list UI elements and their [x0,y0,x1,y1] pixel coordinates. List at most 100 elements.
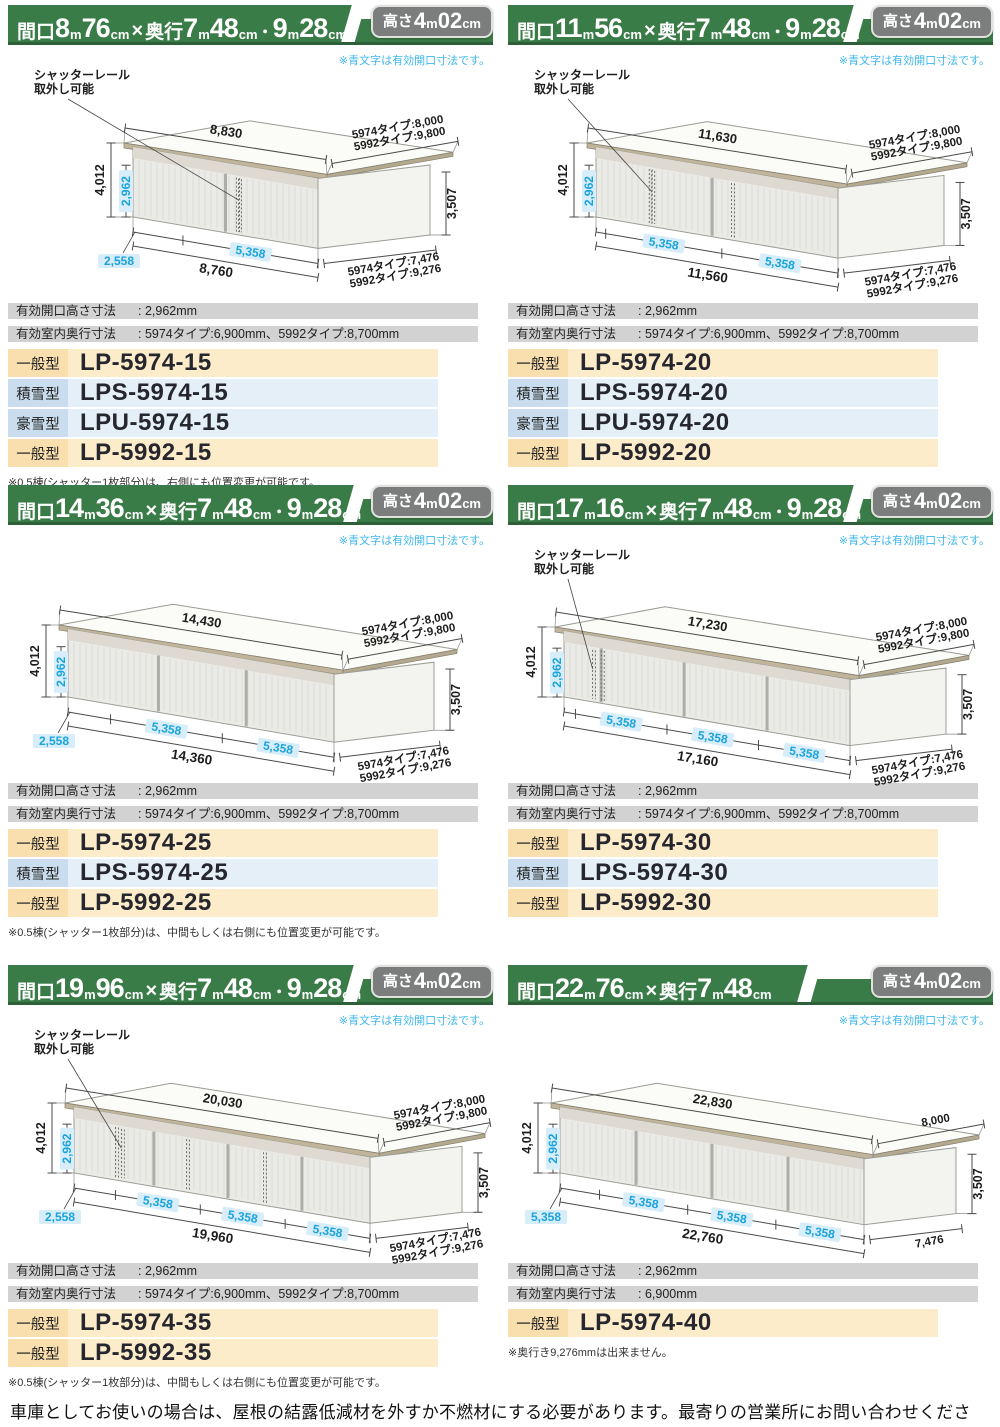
size-title-part: cm [342,507,362,522]
shutter-rail-label: シャッターレール [34,68,130,82]
dim-height-opening: 2,962 [546,1127,560,1170]
dim-corner: 2,558 [33,734,75,748]
panel-footnote: ※0.5棟(シャッター1枚部分)は、中間もしくは右側にも位置変更が可能です。 [8,1377,386,1389]
size-title-part: × [645,980,658,1002]
model-type-badge: 一般型 [8,349,68,377]
dim-bottom-width: 8,760 [198,260,234,280]
size-title: 間口 22 m 76 cm × 奥行 7 m 48 cm [517,965,772,1005]
dim-top-width: 22,830 [692,1091,734,1112]
height-badge-m: 4 [413,488,427,513]
spec-opening-height: 有効開口高さ寸法: 2,962mm [8,783,478,799]
size-title-part: 96 [95,973,125,1004]
shutter-rail-label: シャッターレール [34,1028,130,1042]
model-row: 一般型 LP-5974-40 [508,1309,938,1337]
model-row: 一般型 LP-5992-30 [508,889,938,917]
height-badge-m-unit: m [426,495,438,511]
spec-interior-depth-value: : 5974タイプ:6,900mm、5992タイプ:8,700mm [138,1287,400,1301]
size-title-part: cm [110,27,130,42]
spec-opening-height-value: : 2,962mm [138,1264,198,1278]
model-type-badge: 一般型 [8,829,68,857]
dim-bottom-width: 22,760 [681,1226,724,1247]
size-title-part: × [131,20,144,42]
size-title-part: 奥行 [159,502,198,523]
dim-seg-0: 5,358 [228,242,273,262]
shutter-rail-label-2: 取外し可能 [34,1041,94,1056]
model-type-badge: 一般型 [508,439,568,467]
blue-dimension-note: ※青文字は有効開口寸法です。 [338,535,490,547]
size-title-part: cm [623,27,642,42]
size-title-part: 7 [695,13,711,44]
dim-seg-0: 5,358 [136,1192,180,1213]
size-title-part: ・ [271,504,287,521]
spec-interior-depth: 有効室内奥行寸法: 5974タイプ:6,900mm、5992タイプ:8,700m… [508,806,978,822]
model-row: 一般型 LP-5992-20 [508,439,938,467]
model-code: LPU-5974-20 [568,409,938,437]
shutter-rail-label-2: 取外し可能 [534,81,594,96]
height-badge-label: 高さ [382,492,413,510]
dim-height-total: 4,012 [34,1122,48,1153]
model-row: 一般型 LP-5974-20 [508,349,938,377]
height-badge: 高さ 4 m 02 cm [370,5,493,38]
size-title-part: × [145,500,158,522]
size-title-part: cm [752,507,772,522]
blue-dimension-note: ※青文字は有効開口寸法です。 [838,55,990,67]
dim-bottom-width: 17,160 [676,748,719,769]
height-badge-m: 4 [913,968,927,993]
size-title-part: cm [328,27,348,42]
model-code: LP-5974-30 [568,829,938,857]
model-code: LP-5992-35 [68,1339,438,1367]
svg-text:5,358: 5,358 [227,1207,259,1226]
size-title-part: 奥行 [657,22,696,43]
size-title-part: 56 [594,13,623,44]
dim-top-width: 11,630 [697,126,738,147]
size-title-part: m [584,987,596,1002]
product-panel-1: 間口 8 m 76 cm × 奥行 7 m 48 cm ・ 9 m 28 cm 高さ 4 m 02 cm ※青文字は有… [8,0,493,489]
model-type-badge: 一般型 [508,349,568,377]
model-code: LP-5992-20 [568,439,938,467]
dim-height-total: 4,012 [93,164,107,195]
svg-text:5,358: 5,358 [788,744,820,763]
size-title-part: 11 [555,13,583,44]
height-badge: 高さ 4 m 02 cm [370,965,493,998]
panel-footnote: ※奥行き9,276mmは出来ません。 [508,1347,673,1359]
model-row: 一般型 LP-5974-15 [8,349,438,377]
spec-interior-depth: 有効室内奥行寸法: 5974タイプ:6,900mm、5992タイプ:8,700m… [8,806,478,822]
model-row: 一般型 LP-5992-15 [8,439,438,467]
blue-dimension-note: ※青文字は有効開口寸法です。 [338,1015,490,1027]
spec-opening-height-value: : 2,962mm [138,304,198,318]
height-badge-label: 高さ [882,12,913,30]
model-code: LP-5974-20 [568,349,938,377]
height-badge-label: 高さ [882,492,913,510]
model-row: 積雪型 LPS-5974-15 [8,379,438,407]
size-title-part: 14 [55,493,84,524]
spec-interior-depth-value: : 5974タイプ:6,900mm、5992タイプ:8,700mm [638,327,900,341]
svg-text:2,962: 2,962 [54,657,68,687]
size-title-part: 16 [595,493,625,524]
dim-corner: 5,358 [525,1210,567,1224]
spec-interior-depth-label: 有効室内奥行寸法 [16,1287,117,1301]
height-badge-cm-unit: cm [462,495,481,511]
height-badge-cm: 02 [437,488,463,513]
dim-seg-0: 5,358 [622,1192,666,1213]
size-title-part: 28 [813,493,842,524]
size-title-part: 28 [299,13,328,44]
dim-seg-1: 5,358 [710,1207,754,1228]
height-badge: 高さ 4 m 02 cm [870,485,993,518]
svg-text:5,358: 5,358 [628,1193,660,1212]
size-title-part: 間口 [17,22,56,43]
height-badge: 高さ 4 m 02 cm [870,965,993,998]
model-row: 積雪型 LPS-5974-30 [508,859,938,887]
dim-depth-top: 8,000 [920,1112,950,1129]
model-code: LP-5974-25 [68,829,438,857]
dim-seg-1: 5,358 [256,737,300,758]
size-title-part: cm [624,987,644,1002]
header-underline [508,42,993,45]
model-code: LP-5992-15 [68,439,438,467]
header-green-bar [508,965,816,1002]
dim-height-total: 4,012 [28,645,42,676]
size-title-part: m [212,987,224,1002]
size-title-part: cm [751,27,771,42]
model-list: 一般型 LP-5974-15 積雪型 LPS-5974-15 豪雪型 LPU-5974-1… [8,349,493,467]
